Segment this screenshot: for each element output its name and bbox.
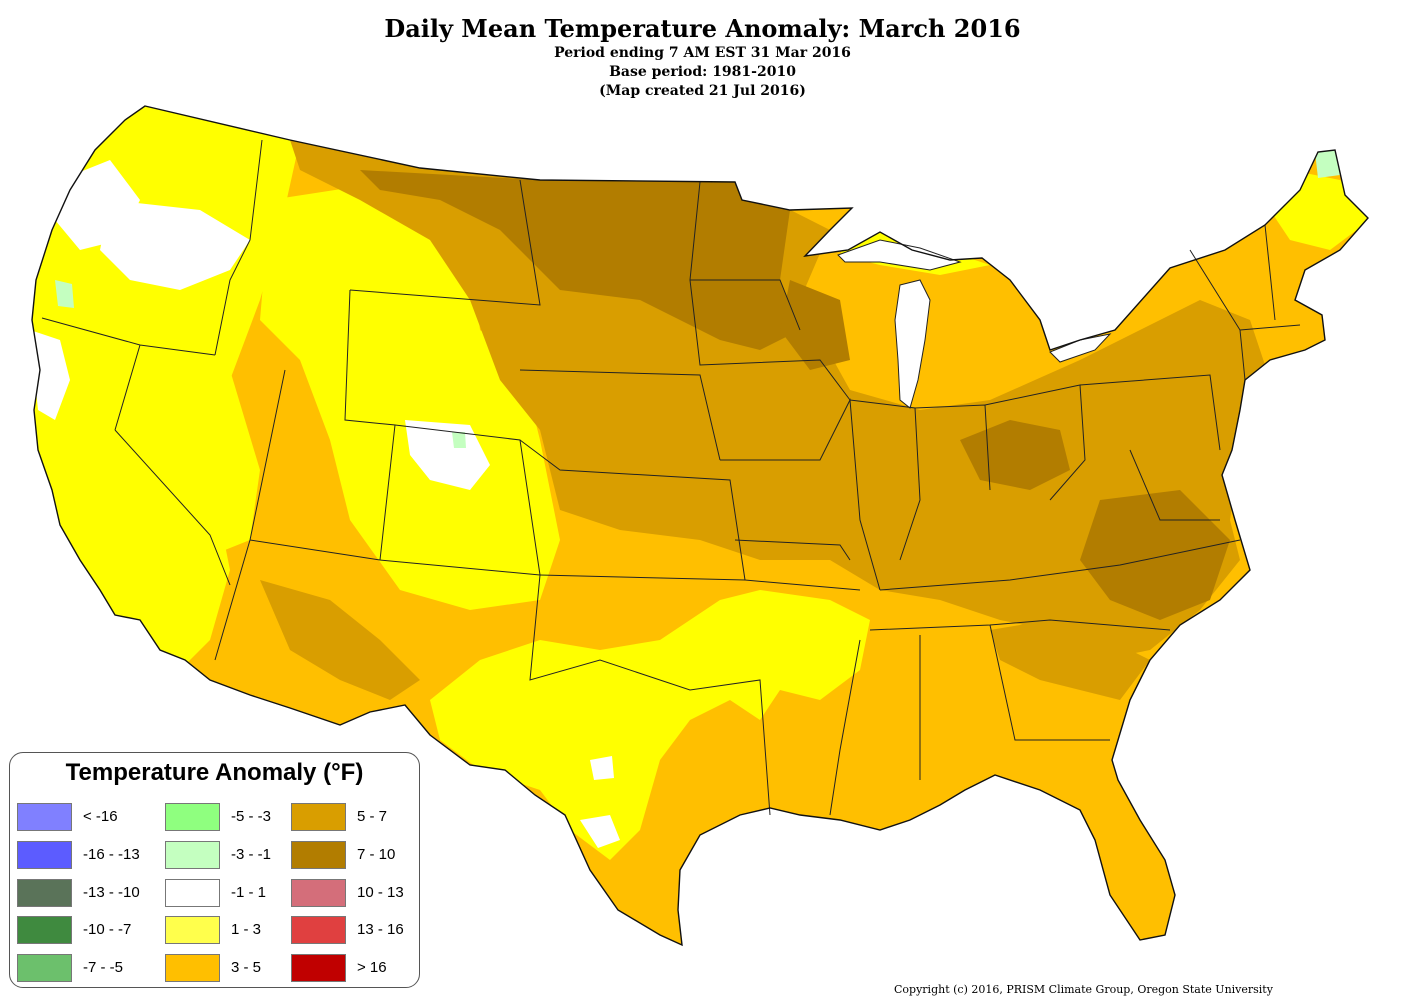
zone-1-3-great-basin	[120, 340, 260, 560]
zone-neutral-texas-hill	[590, 756, 614, 780]
zone-1-3-rockies	[260, 180, 560, 610]
created-text: (Map created 21 Jul 2016)	[599, 83, 806, 99]
legend-swatch	[17, 879, 72, 907]
legend-swatch	[165, 841, 220, 869]
legend-label: -1 - 1	[231, 884, 267, 901]
legend-label: > 16	[357, 959, 387, 976]
legend-label: 5 - 7	[357, 808, 388, 825]
legend-label: -7 - -5	[83, 959, 124, 976]
zone-5-7-interior	[290, 140, 1270, 660]
zone-7-10-northern-plains	[360, 170, 800, 350]
legend-swatch	[291, 841, 346, 869]
period-text: Period ending 7 AM EST 31 Mar 2016	[554, 45, 851, 61]
legend-swatch	[165, 879, 220, 907]
legend-swatch	[17, 841, 72, 869]
legend-label: 7 - 10	[357, 846, 396, 863]
zone-cool-colorado	[452, 432, 466, 448]
legend-swatch	[291, 803, 346, 831]
legend-swatch	[165, 803, 220, 831]
legend-label: 10 - 13	[357, 884, 404, 901]
legend-label: -3 - -1	[231, 846, 272, 863]
zone-cool-oregon-coast	[55, 280, 74, 308]
legend: Temperature Anomaly (°F) < -16 -16 - -13 -…	[9, 752, 420, 988]
legend-title: Temperature Anomaly (°F)	[65, 759, 364, 786]
legend-label: -10 - -7	[83, 921, 132, 938]
zone-cool-north-maine	[1315, 150, 1340, 178]
legend-label: -5 - -3	[231, 808, 272, 825]
legend-swatch	[165, 954, 220, 982]
zone-7-10-mid-atlantic	[1080, 490, 1230, 620]
legend-swatch	[291, 916, 346, 944]
legend-swatch	[17, 954, 72, 982]
legend-swatch	[165, 916, 220, 944]
legend-label: -13 - -10	[83, 884, 140, 901]
zone-neutral-n-california	[32, 330, 70, 420]
state-borders	[41, 139, 1301, 816]
zone-7-10-ohio-valley	[960, 420, 1070, 490]
zone-neutral-colorado	[405, 420, 490, 490]
zone-1-3-south-central	[430, 590, 870, 860]
legend-swatch	[291, 879, 346, 907]
zone-neutral-oregon	[100, 200, 250, 290]
base-period-text: Base period: 1981-2010	[609, 64, 796, 80]
zone-neutral-south-texas	[580, 815, 620, 848]
lake-superior	[837, 239, 962, 271]
title-block: Daily Mean Temperature Anomaly: March 20…	[0, 14, 1405, 101]
legend-label: 3 - 5	[231, 959, 262, 976]
legend-swatch	[17, 803, 72, 831]
legend-label: -16 - -13	[83, 846, 140, 863]
zone-5-7-southwest	[260, 580, 420, 700]
legend-label: < -16	[83, 808, 118, 825]
lake-michigan	[894, 279, 931, 409]
map-title: Daily Mean Temperature Anomaly: March 20…	[384, 14, 1021, 43]
legend-label: 1 - 3	[231, 921, 262, 938]
anomaly-zones	[32, 106, 1368, 860]
legend-label: 13 - 16	[357, 921, 404, 938]
copyright-text: Copyright (c) 2016, PRISM Climate Group,…	[894, 983, 1273, 996]
legend-swatch	[291, 954, 346, 982]
zone-5-7-southeast	[990, 620, 1150, 700]
zone-7-10-wisconsin	[780, 280, 850, 370]
legend-swatch	[17, 916, 72, 944]
